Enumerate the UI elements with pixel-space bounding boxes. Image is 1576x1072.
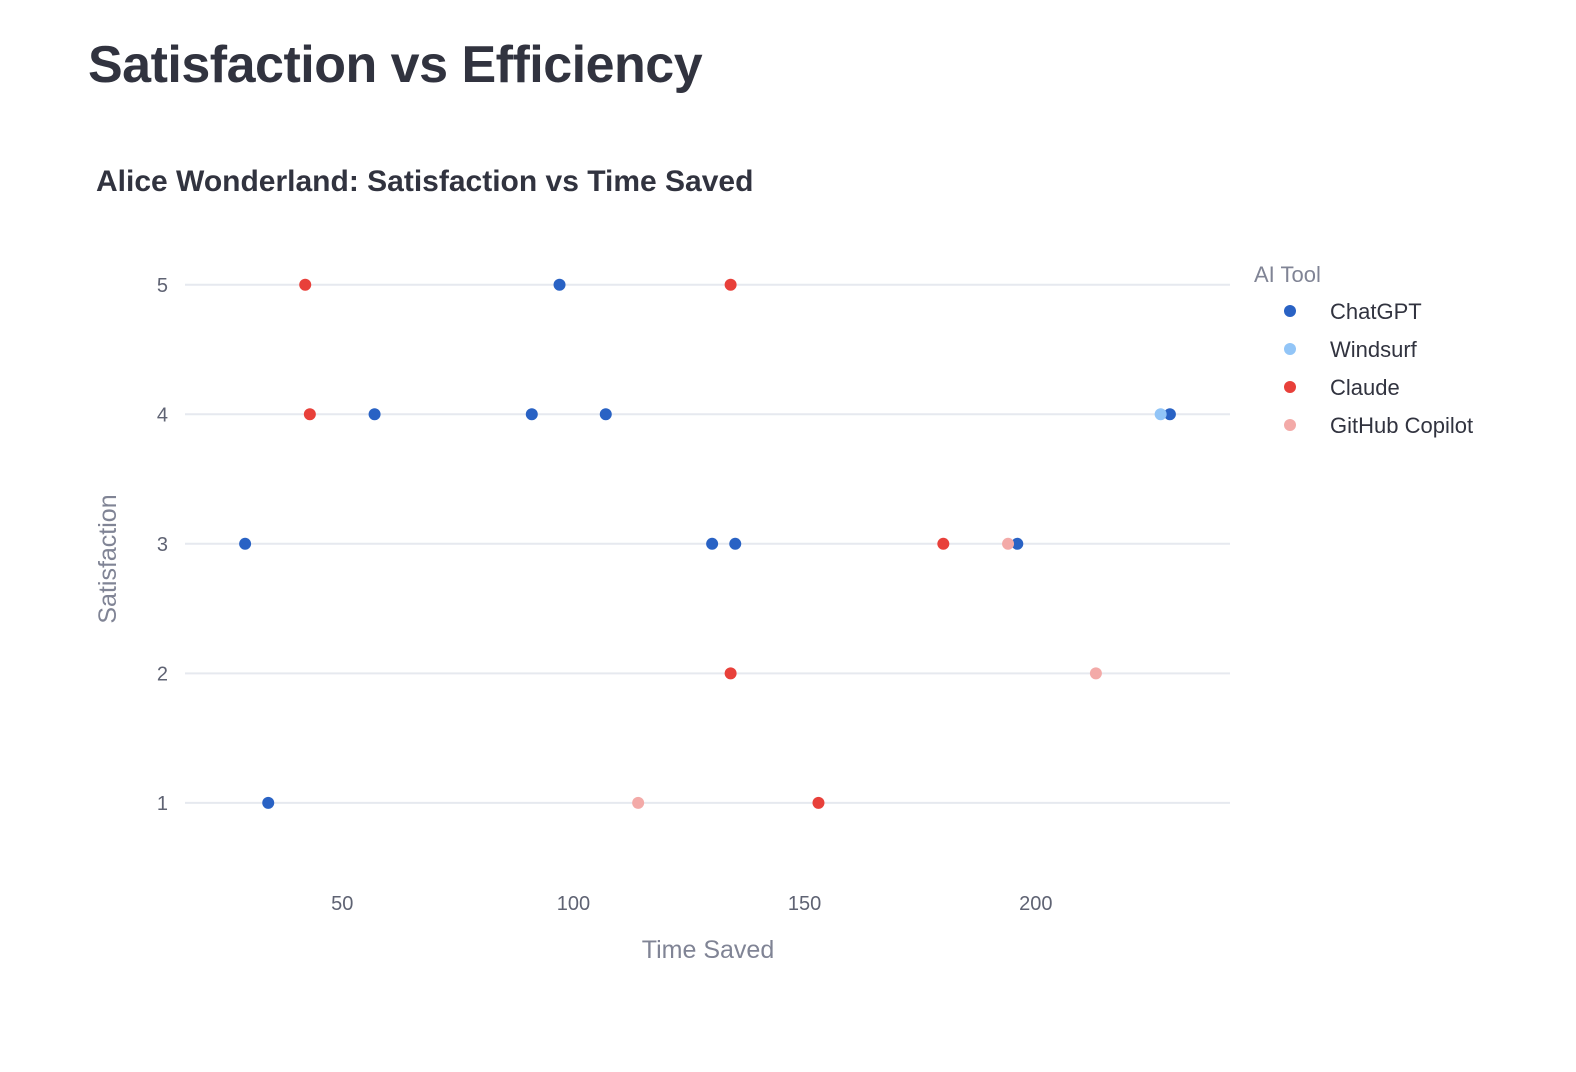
data-point[interactable]: Windsurf: 227, 4 bbox=[1154, 408, 1167, 421]
data-point[interactable]: ChatGPT: 29, 3 bbox=[239, 537, 252, 550]
y-tick-label: 3 bbox=[157, 534, 168, 556]
data-point[interactable]: ChatGPT: 130, 3 bbox=[706, 537, 719, 550]
data-point[interactable]: Claude: 134, 5 bbox=[724, 278, 737, 291]
data-point[interactable]: ChatGPT: 91, 4 bbox=[525, 408, 538, 421]
legend-marker bbox=[1284, 305, 1296, 317]
data-point[interactable]: ChatGPT: 196, 3 bbox=[1011, 537, 1024, 550]
y-axis-title: Satisfaction bbox=[94, 494, 122, 623]
x-tick-label: 50 bbox=[331, 893, 353, 915]
chart-title: Alice Wonderland: Satisfaction vs Time S… bbox=[96, 165, 753, 198]
y-axis-ticks: 1 2 3 4 5 bbox=[157, 275, 168, 815]
legend-marker bbox=[1284, 381, 1296, 393]
legend-label: Windsurf bbox=[1330, 337, 1418, 362]
y-tick-label: 1 bbox=[157, 793, 168, 815]
scatter-chart[interactable]: Alice Wonderland: Satisfaction vs Time S… bbox=[0, 140, 1576, 1040]
legend-marker bbox=[1284, 419, 1296, 431]
data-point[interactable]: GitHub Copilot: 114, 1 bbox=[632, 796, 645, 809]
legend-label: ChatGPT bbox=[1330, 299, 1422, 324]
x-axis-title: Time Saved bbox=[642, 936, 774, 964]
chart-container[interactable]: Alice Wonderland: Satisfaction vs Time S… bbox=[0, 140, 1576, 1040]
data-point[interactable]: ChatGPT: 97, 5 bbox=[553, 278, 566, 291]
data-point[interactable]: ChatGPT: 135, 3 bbox=[729, 537, 742, 550]
data-point[interactable]: ChatGPT: 34, 1 bbox=[262, 796, 275, 809]
legend-item[interactable]: GitHub Copilot bbox=[1284, 413, 1473, 438]
data-point[interactable]: Claude: 180, 3 bbox=[937, 537, 950, 550]
legend-marker bbox=[1284, 343, 1296, 355]
legend-title: AI Tool bbox=[1254, 262, 1321, 287]
data-point[interactable]: GitHub Copilot: 213, 2 bbox=[1089, 667, 1102, 680]
page-title: Satisfaction vs Efficiency bbox=[88, 36, 703, 94]
legend-item[interactable]: ChatGPT bbox=[1284, 299, 1422, 324]
data-point[interactable]: Claude: 153, 1 bbox=[812, 796, 825, 809]
legend[interactable]: AI Tool ChatGPT Windsurf Claude GitHub Copi… bbox=[1254, 262, 1473, 438]
y-tick-label: 5 bbox=[157, 275, 168, 297]
data-point[interactable]: Claude: 42, 5 bbox=[299, 278, 312, 291]
x-tick-label: 100 bbox=[557, 893, 590, 915]
data-point[interactable]: ChatGPT: 57, 4 bbox=[368, 408, 381, 421]
data-points[interactable]: ChatGPT: 97, 5 ChatGPT: 57, 4 ChatGPT: 91,… bbox=[239, 278, 1176, 809]
legend-items[interactable]: ChatGPT Windsurf Claude GitHub Copilot bbox=[1284, 299, 1473, 438]
x-tick-label: 200 bbox=[1019, 893, 1052, 915]
legend-item[interactable]: Claude bbox=[1284, 375, 1400, 400]
data-point[interactable]: ChatGPT: 107, 4 bbox=[599, 408, 612, 421]
x-axis-ticks: 50 100 150 200 bbox=[331, 893, 1052, 915]
x-tick-label: 150 bbox=[788, 893, 821, 915]
data-point[interactable]: ChatGPT: 229, 4 bbox=[1163, 408, 1176, 421]
data-point[interactable]: Claude: 134, 2 bbox=[724, 667, 737, 680]
legend-item[interactable]: Windsurf bbox=[1284, 337, 1418, 362]
data-point[interactable]: Claude: 43, 4 bbox=[303, 408, 316, 421]
data-point[interactable]: GitHub Copilot: 194, 3 bbox=[1002, 537, 1015, 550]
legend-label: Claude bbox=[1330, 375, 1400, 400]
y-tick-label: 2 bbox=[157, 663, 168, 685]
y-tick-label: 4 bbox=[157, 404, 168, 426]
legend-label: GitHub Copilot bbox=[1330, 413, 1473, 438]
